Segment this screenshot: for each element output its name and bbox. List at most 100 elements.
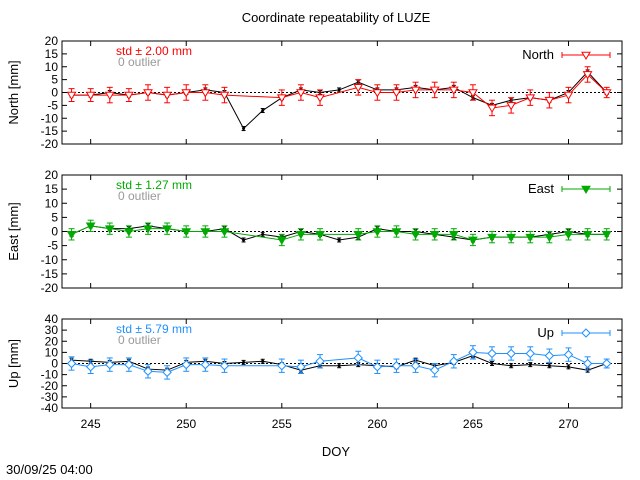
north-data-point	[200, 89, 211, 98]
east-data-point	[391, 228, 402, 237]
up-raw-point	[509, 364, 513, 368]
up-legend-label: Up	[537, 325, 554, 340]
up-data-point	[449, 356, 459, 366]
north-ytick-label: -15	[41, 124, 59, 138]
east-data-point	[601, 231, 612, 240]
east-data-point	[468, 236, 478, 245]
north-ytick-label: -5	[47, 98, 58, 112]
up-legend-marker	[581, 328, 591, 338]
north-data-point	[124, 91, 134, 101]
north-data-point	[85, 91, 96, 101]
east-data-point	[124, 228, 134, 237]
up-data-point	[181, 359, 191, 370]
up-ytick-label: 20	[45, 334, 59, 348]
north-data-point	[162, 91, 172, 101]
east-ytick-label: 0	[51, 225, 58, 239]
north-ytick-label: 10	[45, 60, 59, 74]
x-tick-label: 270	[558, 417, 578, 431]
east-y-axis-label: East [mm]	[6, 202, 21, 261]
up-data-point	[487, 348, 497, 359]
north-data-point	[66, 91, 77, 101]
north-data-point	[506, 102, 517, 111]
up-data-point	[602, 358, 612, 369]
east-data-point	[429, 231, 440, 240]
up-ytick-label: 40	[45, 312, 59, 326]
x-axis-label: DOY	[322, 444, 351, 459]
up-data-point	[277, 361, 287, 371]
north-data-point	[219, 91, 230, 101]
up-data-point	[296, 362, 306, 372]
east-outlier-label: 0 outlier	[118, 189, 161, 203]
east-ytick-label: -15	[41, 267, 59, 281]
up-data-point	[200, 359, 211, 370]
x-tick-label: 250	[176, 417, 196, 431]
east-data-point	[448, 231, 459, 240]
east-data-point	[410, 231, 421, 240]
east-data-point	[104, 225, 115, 234]
north-data-point	[468, 89, 478, 98]
east-data-point	[506, 233, 517, 243]
east-ytick-label: 20	[45, 168, 59, 182]
north-raw-line	[71, 71, 608, 130]
north-data-point	[372, 89, 383, 98]
east-data-point	[563, 231, 574, 240]
north-data-point	[315, 94, 325, 103]
up-data-point	[582, 358, 593, 369]
up-data-point	[353, 353, 363, 363]
east-data-point	[296, 231, 306, 240]
east-data-point	[143, 225, 153, 234]
north-data-point	[143, 89, 153, 98]
east-data-point	[525, 233, 536, 243]
up-raw-point	[261, 359, 265, 363]
north-ytick-label: 5	[51, 73, 58, 87]
up-ytick-label: 30	[45, 323, 59, 337]
north-legend-marker	[581, 51, 591, 60]
north-data-point	[410, 86, 421, 95]
north-data-point	[525, 94, 536, 103]
north-ytick-label: -10	[41, 111, 59, 125]
north-std-label: std ± 2.00 mm	[116, 44, 192, 58]
east-data-point	[276, 236, 287, 245]
east-data-point	[582, 231, 593, 240]
north-ytick-label: 20	[45, 34, 59, 48]
east-std-label: std ± 1.27 mm	[116, 178, 192, 192]
east-data-point	[85, 222, 96, 231]
east-data-point	[315, 231, 325, 240]
east-ytick-label: -5	[47, 239, 58, 253]
east-ytick-label: 5	[51, 210, 58, 224]
up-raw-point	[547, 364, 551, 368]
north-data-point	[582, 71, 593, 80]
north-data-point	[391, 89, 402, 98]
north-raw-point	[337, 88, 341, 92]
north-data-point	[544, 96, 555, 106]
chart-title: Coordinate repeatability of LUZE	[242, 10, 431, 25]
north-data-point	[104, 91, 115, 101]
north-data-point	[448, 86, 459, 95]
east-raw-point	[261, 232, 265, 236]
north-legend-label: North	[522, 47, 554, 62]
up-ytick-label: -20	[41, 379, 59, 393]
east-raw-point	[337, 238, 341, 242]
east-data-point	[372, 228, 383, 237]
up-data-point	[105, 359, 115, 370]
north-ytick-label: -20	[41, 137, 59, 151]
up-data-point	[544, 351, 555, 361]
x-tick-label: 265	[463, 417, 483, 431]
north-y-axis-label: North [mm]	[6, 60, 21, 124]
x-tick-label: 255	[272, 417, 292, 431]
north-data-point	[296, 89, 306, 98]
east-data-point	[181, 228, 192, 237]
up-ytick-label: -30	[41, 390, 59, 404]
up-raw-point	[528, 363, 532, 367]
east-data-point	[219, 228, 230, 237]
up-data-point	[563, 349, 574, 360]
east-legend-label: East	[528, 181, 554, 196]
east-data-point	[162, 225, 172, 234]
up-ytick-label: -40	[41, 401, 59, 415]
north-data-point	[601, 89, 612, 98]
east-ytick-label: -20	[41, 281, 59, 295]
east-data-point	[66, 231, 77, 240]
x-tick-label: 245	[81, 417, 101, 431]
